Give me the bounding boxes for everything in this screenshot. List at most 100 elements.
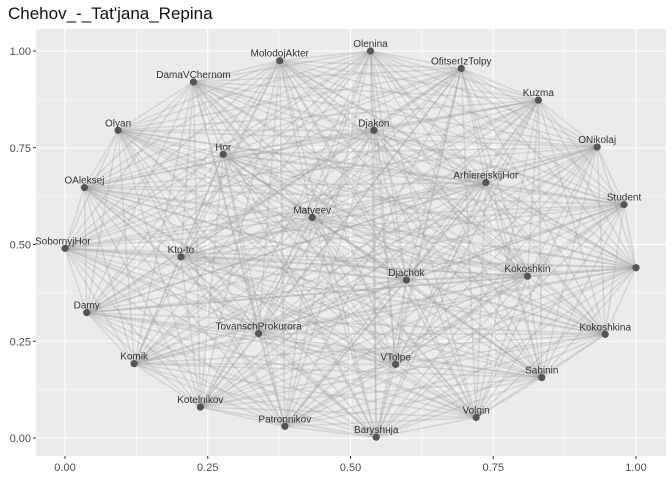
- edge: [64, 130, 119, 249]
- edge: [117, 129, 637, 269]
- edge: [475, 376, 543, 419]
- edge: [537, 99, 598, 148]
- edge: [200, 333, 606, 408]
- node-label: ArhierejskijHor: [453, 171, 519, 182]
- edge: [460, 67, 637, 269]
- edge: [199, 154, 224, 408]
- edge: [199, 333, 260, 408]
- edge: [134, 333, 606, 365]
- edge: [527, 275, 606, 335]
- edge: [86, 216, 313, 314]
- edge: [134, 362, 396, 366]
- node-point: [281, 422, 289, 430]
- edge: [83, 186, 182, 258]
- edge: [258, 266, 637, 335]
- edge: [180, 256, 477, 419]
- edge: [257, 217, 313, 334]
- edge: [258, 146, 598, 335]
- edge: [370, 50, 462, 70]
- node-point: [254, 329, 263, 338]
- edge: [395, 363, 542, 379]
- node-point: [534, 96, 542, 104]
- edge: [375, 182, 487, 438]
- edge: [527, 266, 637, 278]
- edge: [133, 129, 375, 365]
- edge: [117, 67, 462, 132]
- node-point: [538, 374, 546, 382]
- edge: [373, 129, 625, 206]
- edge: [64, 203, 625, 250]
- edge: [375, 376, 543, 438]
- edge: [223, 129, 375, 156]
- edge: [258, 332, 606, 336]
- edge: [279, 59, 625, 206]
- edge: [200, 363, 396, 408]
- axes: 0.00 0.00 0.25 0.25 0.50 0.50 0.75 0.75 1.00 1.00: [10, 46, 647, 474]
- edge: [192, 81, 224, 155]
- edge: [64, 99, 539, 250]
- node-label: Djakon: [358, 118, 389, 129]
- edge: [258, 332, 542, 379]
- nodes: [61, 47, 640, 441]
- edge: [64, 247, 396, 366]
- node-label: Baryshнja: [354, 425, 399, 436]
- edge: [64, 247, 377, 438]
- edge: [192, 81, 397, 365]
- edge: [64, 247, 286, 428]
- edge: [375, 279, 408, 438]
- node-point: [523, 272, 532, 280]
- edge: [279, 60, 606, 335]
- edge: [133, 181, 487, 365]
- edge: [278, 60, 314, 218]
- node-label: VTolpe: [380, 352, 411, 363]
- node-point: [457, 64, 465, 73]
- edge: [311, 217, 377, 438]
- node-point: [80, 184, 89, 192]
- edge: [86, 153, 224, 314]
- edge: [86, 311, 286, 428]
- edge: [284, 146, 598, 427]
- edge: [83, 81, 195, 189]
- edge: [284, 363, 396, 428]
- edge: [222, 50, 371, 155]
- edge: [133, 146, 598, 365]
- edge: [373, 129, 529, 277]
- edge: [192, 81, 543, 379]
- edge: [395, 203, 625, 366]
- edge: [86, 203, 625, 314]
- edge: [475, 182, 487, 418]
- edge: [596, 146, 637, 268]
- edge: [134, 362, 542, 379]
- edge: [279, 60, 529, 277]
- edge: [200, 376, 542, 408]
- edge: [312, 181, 486, 219]
- edge: [222, 153, 606, 336]
- edge: [375, 204, 625, 438]
- edge: [279, 59, 487, 184]
- edge: [223, 146, 598, 156]
- edge: [257, 67, 462, 334]
- node-label: Patronnikov: [258, 414, 311, 425]
- edge: [192, 81, 202, 408]
- edge: [222, 153, 377, 438]
- edge: [222, 67, 462, 156]
- edge: [200, 406, 377, 439]
- y-tick-label: 0.50: [10, 240, 31, 252]
- edge: [284, 376, 542, 428]
- edge: [84, 153, 224, 189]
- node-label: Sabinin: [525, 366, 558, 377]
- edge: [199, 146, 598, 408]
- edge: [117, 129, 606, 336]
- edge: [311, 217, 397, 365]
- edge: [117, 129, 477, 419]
- edge: [460, 67, 625, 206]
- edge: [133, 216, 313, 365]
- edge: [541, 204, 625, 378]
- edge: [311, 216, 543, 379]
- edge: [193, 81, 528, 277]
- edge: [527, 203, 625, 277]
- edge: [373, 130, 477, 418]
- edge: [133, 203, 625, 365]
- edge: [312, 216, 637, 269]
- edge: [64, 247, 637, 269]
